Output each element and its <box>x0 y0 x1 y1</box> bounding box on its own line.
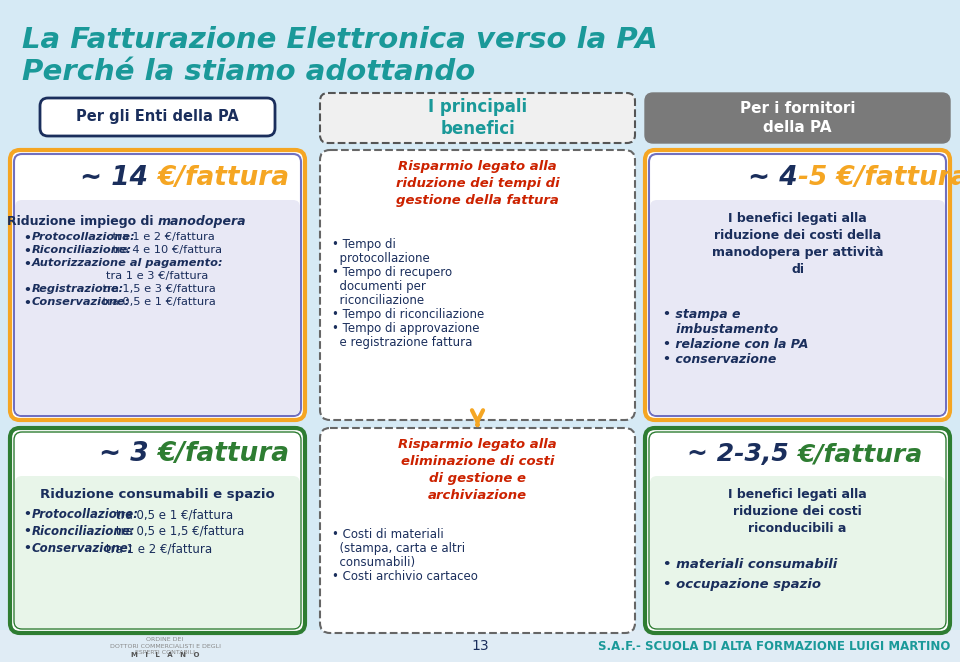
Bar <box>0 630 960 662</box>
FancyBboxPatch shape <box>40 98 275 136</box>
FancyBboxPatch shape <box>15 200 300 415</box>
Text: Conservazione:: Conservazione: <box>32 542 133 555</box>
Text: • conservazione: • conservazione <box>663 353 777 366</box>
Text: • Costi archivio cartaceo: • Costi archivio cartaceo <box>332 570 478 583</box>
Text: Riduzione impiego di: Riduzione impiego di <box>7 215 157 228</box>
Text: •: • <box>24 297 36 310</box>
Text: tra 0,5 e 1 €/fattura: tra 0,5 e 1 €/fattura <box>99 297 216 307</box>
FancyBboxPatch shape <box>15 476 300 628</box>
Text: • Tempo di approvazione: • Tempo di approvazione <box>332 322 479 335</box>
FancyBboxPatch shape <box>10 428 305 633</box>
Text: Registrazione:: Registrazione: <box>32 284 124 294</box>
Text: €/fattura: €/fattura <box>157 165 290 191</box>
Text: Riconciliazione:: Riconciliazione: <box>32 525 135 538</box>
Text: imbustamento: imbustamento <box>663 323 779 336</box>
Text: Riduzione consumabili e spazio: Riduzione consumabili e spazio <box>40 488 275 501</box>
Text: Risparmio legato alla
riduzione dei tempi di
gestione della fattura: Risparmio legato alla riduzione dei temp… <box>396 160 560 207</box>
FancyBboxPatch shape <box>645 428 950 633</box>
Text: • Tempo di recupero: • Tempo di recupero <box>332 266 452 279</box>
Text: 13: 13 <box>471 639 489 653</box>
FancyBboxPatch shape <box>14 154 301 416</box>
Text: •: • <box>24 245 36 258</box>
Text: tra 4 e 10 €/fattura: tra 4 e 10 €/fattura <box>108 245 222 255</box>
Text: tra 0,5 e 1 €/fattura: tra 0,5 e 1 €/fattura <box>112 508 233 521</box>
Text: ~ 3: ~ 3 <box>99 441 157 467</box>
Text: Risparmio legato alla
eliminazione di costi
di gestione e
archiviazione: Risparmio legato alla eliminazione di co… <box>398 438 557 502</box>
Text: Perché la stiamo adottando: Perché la stiamo adottando <box>22 58 475 86</box>
Text: •: • <box>24 542 36 555</box>
Text: consumabili): consumabili) <box>332 556 415 569</box>
Text: (stampa, carta e altri: (stampa, carta e altri <box>332 542 466 555</box>
Text: M   I   L   A   N   O: M I L A N O <box>131 652 200 658</box>
FancyBboxPatch shape <box>320 150 635 420</box>
Text: • Costi di materiali: • Costi di materiali <box>332 528 444 541</box>
Text: riconciliazione: riconciliazione <box>332 294 424 307</box>
Text: Per i fornitori
della PA: Per i fornitori della PA <box>740 101 855 135</box>
FancyBboxPatch shape <box>645 93 950 143</box>
Text: • stampa e: • stampa e <box>663 308 740 321</box>
Text: ~ 4: ~ 4 <box>748 165 798 191</box>
Text: tra 1 e 2 €/fattura: tra 1 e 2 €/fattura <box>108 232 214 242</box>
Text: I benefici legati alla
riduzione dei costi
riconducibili a: I benefici legati alla riduzione dei cos… <box>728 488 867 535</box>
Text: • materiali consumabili: • materiali consumabili <box>663 558 837 571</box>
Text: tra 1 e 3 €/fattura: tra 1 e 3 €/fattura <box>107 271 208 281</box>
Text: •: • <box>24 258 36 271</box>
Text: ~ 2-3,5: ~ 2-3,5 <box>687 442 798 466</box>
Text: tra 1 e 2 €/fattura: tra 1 e 2 €/fattura <box>102 542 212 555</box>
Text: Riconciliazione:: Riconciliazione: <box>32 245 132 255</box>
Text: S.A.F.- SCUOLA DI ALTA FORMAZIONE LUIGI MARTINO: S.A.F.- SCUOLA DI ALTA FORMAZIONE LUIGI … <box>598 639 950 653</box>
Text: La Fatturazione Elettronica verso la PA: La Fatturazione Elettronica verso la PA <box>22 26 658 54</box>
FancyBboxPatch shape <box>645 150 950 420</box>
Text: •: • <box>24 525 36 538</box>
Text: •: • <box>24 508 36 521</box>
FancyBboxPatch shape <box>649 154 946 416</box>
Text: ORDINE DEI
DOTTORI COMMERCIALISTI E DEGLI
ESPERTI CONTABILI: ORDINE DEI DOTTORI COMMERCIALISTI E DEGL… <box>109 637 221 655</box>
Text: • Tempo di: • Tempo di <box>332 238 396 251</box>
Text: • Tempo di riconciliazione: • Tempo di riconciliazione <box>332 308 484 321</box>
Text: -5 €/fattura: -5 €/fattura <box>798 165 960 191</box>
Text: Autorizzazione al pagamento:: Autorizzazione al pagamento: <box>32 258 224 268</box>
Text: I principali
benefici: I principali benefici <box>428 98 527 138</box>
FancyBboxPatch shape <box>320 428 635 633</box>
Text: documenti per: documenti per <box>332 280 426 293</box>
FancyBboxPatch shape <box>320 93 635 143</box>
Text: Conservazione:: Conservazione: <box>32 297 131 307</box>
FancyBboxPatch shape <box>14 432 301 629</box>
Text: I benefici legati alla
riduzione dei costi della
manodopera per attività
di: I benefici legati alla riduzione dei cos… <box>711 212 883 276</box>
Text: •: • <box>24 284 36 297</box>
Text: • relazione con la PA: • relazione con la PA <box>663 338 808 351</box>
Text: manodopera: manodopera <box>157 215 246 228</box>
Text: e registrazione fattura: e registrazione fattura <box>332 336 472 349</box>
Text: tra 0,5 e 1,5 €/fattura: tra 0,5 e 1,5 €/fattura <box>112 525 244 538</box>
Text: ~ 14: ~ 14 <box>81 165 157 191</box>
Text: tra 1,5 e 3 €/fattura: tra 1,5 e 3 €/fattura <box>99 284 216 294</box>
FancyBboxPatch shape <box>10 150 305 420</box>
Text: Protocollazione:: Protocollazione: <box>32 232 135 242</box>
Text: Protocollazione:: Protocollazione: <box>32 508 139 521</box>
Text: €/fattura: €/fattura <box>798 442 923 466</box>
Text: •: • <box>24 232 36 245</box>
Text: Per gli Enti della PA: Per gli Enti della PA <box>76 109 239 124</box>
FancyBboxPatch shape <box>650 476 945 628</box>
Text: protocollazione: protocollazione <box>332 252 430 265</box>
Text: €/fattura: €/fattura <box>157 441 290 467</box>
FancyBboxPatch shape <box>650 200 945 415</box>
Text: • occupazione spazio: • occupazione spazio <box>663 578 821 591</box>
FancyBboxPatch shape <box>649 432 946 629</box>
